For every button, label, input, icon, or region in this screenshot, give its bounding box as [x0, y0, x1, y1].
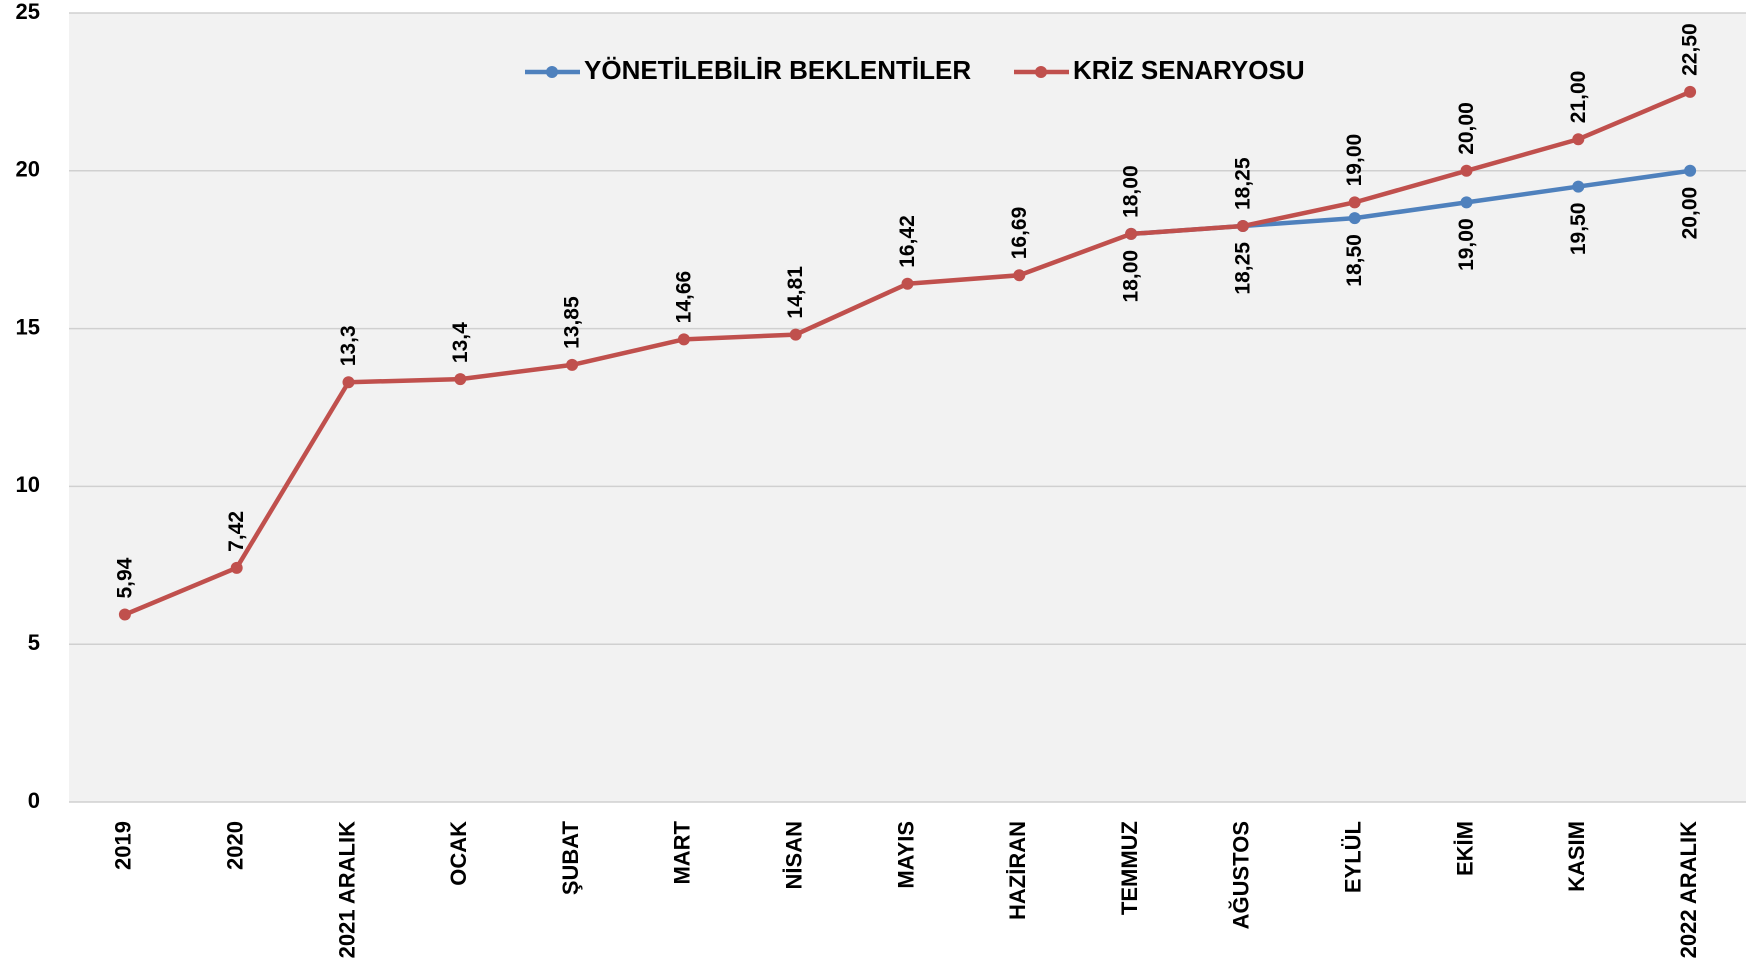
data-label: 13,85	[561, 296, 584, 349]
data-label: 5,94	[113, 557, 136, 598]
data-point	[566, 358, 579, 371]
data-point	[1684, 164, 1697, 177]
data-label: 20,00	[1679, 187, 1702, 240]
data-label: 18,50	[1343, 234, 1366, 287]
x-tick-label: 2021 ARALIK	[334, 821, 359, 958]
data-point	[677, 333, 690, 346]
x-tick-label: NİSAN	[782, 821, 807, 889]
x-tick-label: EKİM	[1452, 821, 1477, 876]
y-tick-label: 15	[16, 314, 40, 339]
y-tick-label: 10	[16, 472, 40, 497]
data-point	[118, 608, 131, 621]
x-tick-label: KASIM	[1564, 821, 1589, 892]
data-point	[230, 561, 243, 574]
x-tick-label: ŞUBAT	[558, 820, 583, 895]
data-label: 13,4	[449, 322, 472, 363]
data-label: 13,3	[337, 325, 360, 366]
data-point	[1572, 180, 1585, 193]
data-label: 18,00	[1120, 250, 1143, 303]
y-tick-label: 25	[16, 0, 40, 24]
data-label: 18,25	[1231, 157, 1254, 210]
data-label: 14,81	[784, 266, 807, 319]
data-point	[1125, 227, 1138, 240]
data-point	[342, 376, 355, 389]
x-tick-label: MART	[670, 820, 695, 884]
data-label: 22,50	[1679, 23, 1702, 76]
data-point	[901, 277, 914, 290]
data-point	[789, 328, 802, 341]
data-point	[1013, 269, 1026, 282]
legend-marker	[546, 66, 558, 78]
data-point	[1348, 212, 1361, 225]
x-tick-label: OCAK	[446, 821, 471, 886]
y-tick-label: 0	[28, 788, 40, 813]
data-point	[1572, 133, 1585, 146]
data-point	[1348, 196, 1361, 209]
data-point	[1460, 196, 1473, 209]
data-label: 14,66	[672, 271, 695, 324]
legend-label: YÖNETİLEBİLİR BEKLENTİLER	[584, 55, 971, 85]
data-label: 19,00	[1343, 134, 1366, 187]
x-tick-label: 2022 ARALIK	[1676, 821, 1701, 958]
data-label: 16,42	[896, 215, 919, 268]
data-label: 21,00	[1567, 71, 1590, 124]
data-point	[1460, 164, 1473, 177]
data-label: 7,42	[225, 511, 248, 552]
x-tick-label: EYLÜL	[1341, 821, 1366, 893]
x-tick-label: AĞUSTOS	[1229, 821, 1254, 929]
data-label: 19,50	[1567, 203, 1590, 256]
legend-marker	[1035, 66, 1047, 78]
data-label: 18,00	[1120, 165, 1143, 218]
data-point	[454, 373, 467, 386]
data-label: 20,00	[1455, 102, 1478, 155]
x-tick-label: MAYIS	[893, 821, 918, 889]
y-tick-label: 5	[28, 630, 40, 655]
y-tick-label: 20	[16, 157, 40, 182]
x-tick-label: TEMMUZ	[1117, 821, 1142, 915]
x-tick-label: 2019	[111, 821, 136, 870]
data-label: 16,69	[1008, 207, 1031, 260]
data-point	[1236, 220, 1249, 233]
plot-area	[69, 13, 1746, 802]
x-tick-label: HAZİRAN	[1005, 821, 1030, 920]
legend-label: KRİZ SENARYOSU	[1073, 55, 1305, 85]
data-label: 19,00	[1455, 218, 1478, 271]
data-label: 18,25	[1231, 242, 1254, 295]
data-point	[1684, 85, 1697, 98]
x-tick-label: 2020	[223, 821, 248, 870]
